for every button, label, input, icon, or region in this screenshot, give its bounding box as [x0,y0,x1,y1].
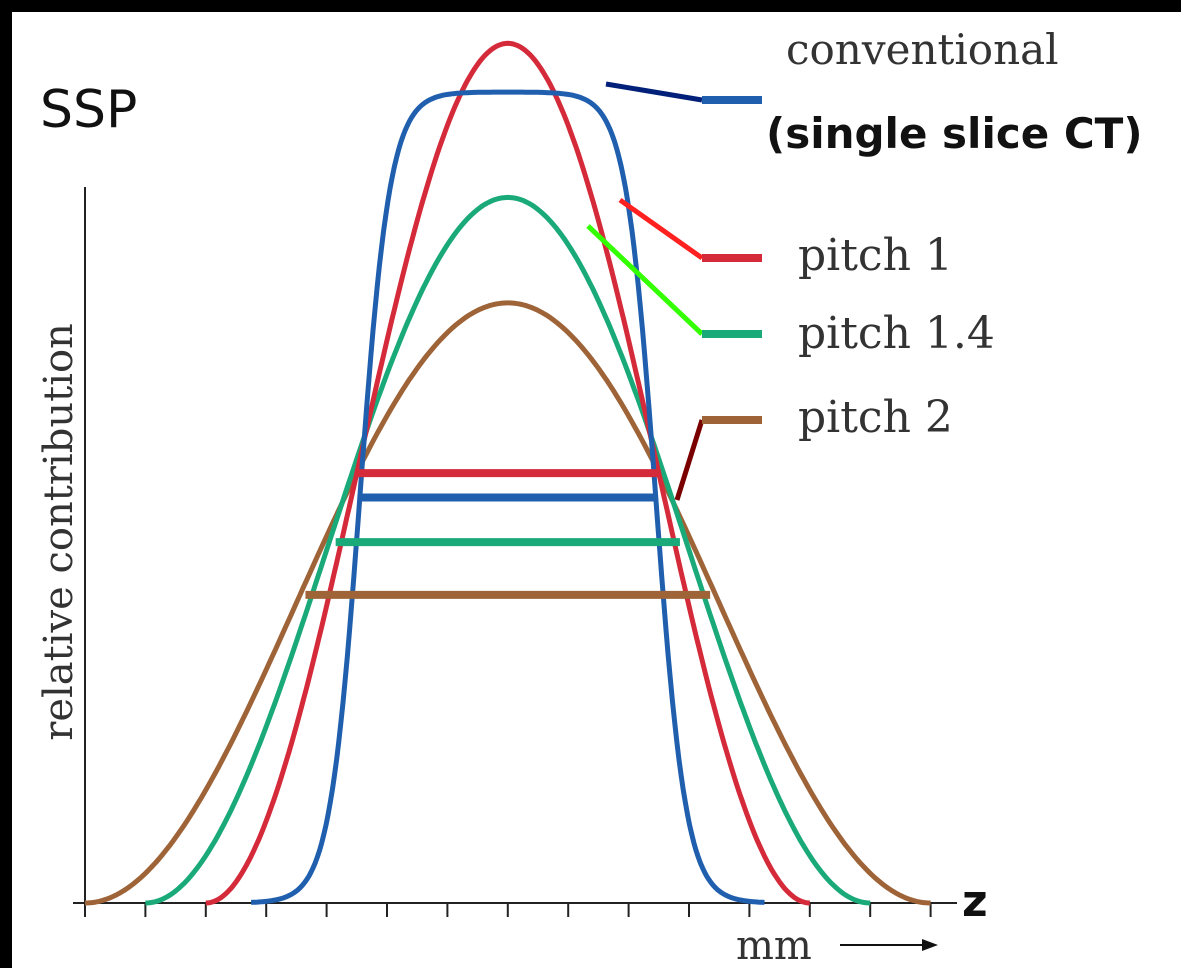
y-axis-label: relative contribution [36,323,82,741]
ssp-chart: conventional (single slice CT) pitch 1 pitc… [36,25,1143,968]
leader-line-0 [605,81,703,103]
series-curve-2 [145,194,871,906]
legend-label-conventional: conventional [786,25,1059,74]
chart-panel: conventional (single slice CT) pitch 1 pitc… [12,12,1181,968]
x-axis-unit-label: mm [736,923,812,968]
leader-line-1 [618,197,704,261]
legend-label-3: pitch 2 [798,392,953,443]
series-curve-1 [205,40,810,906]
series-curve-0 [250,89,765,905]
legend-label-single-slice: (single slice CT) [766,109,1143,158]
axis-end-label: z [962,876,988,927]
leader-line-2 [586,224,704,336]
leader-line-3 [674,419,705,501]
x-arrow [840,939,938,951]
legend-label-2: pitch 1.4 [798,308,995,359]
legend-label-1: pitch 1 [798,230,953,281]
series-curve-3 [84,300,931,906]
chart-title: SSP [40,80,137,140]
